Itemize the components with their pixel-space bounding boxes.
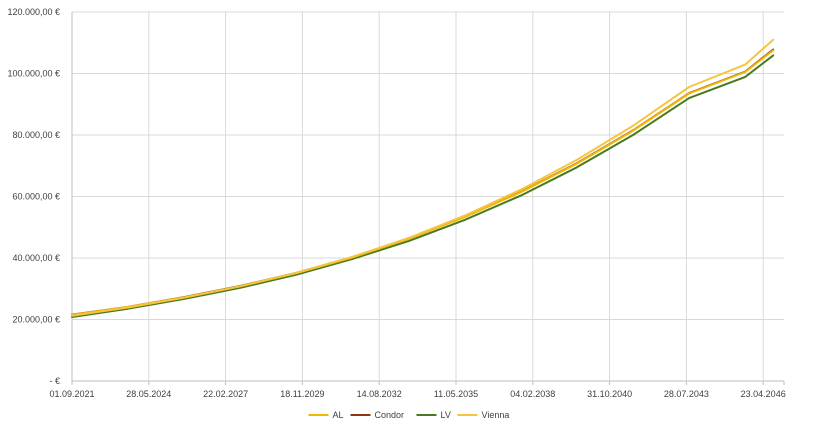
series-line-condor (71, 48, 775, 316)
x-tick-label: 23.04.2046 (741, 389, 786, 399)
y-tick-label: - € (49, 376, 60, 386)
series-line-vienna (71, 38, 775, 317)
legend-label-vienna: Vienna (482, 410, 510, 420)
legend-label-condor: Condor (375, 410, 405, 420)
y-tick-label: 40.000,00 € (12, 253, 60, 263)
x-tick-label: 22.02.2027 (203, 389, 248, 399)
x-tick-label: 31.10.2040 (587, 389, 632, 399)
x-tick-label: 14.08.2032 (357, 389, 402, 399)
x-tick-label: 01.09.2021 (49, 389, 94, 399)
y-tick-label: 20.000,00 € (12, 315, 60, 325)
x-tick-label: 28.05.2024 (126, 389, 171, 399)
series-line-al (71, 49, 775, 316)
y-tick-label: 60.000,00 € (12, 192, 60, 202)
x-tick-label: 18.11.2029 (280, 389, 324, 399)
legend-label-lv: LV (441, 410, 451, 420)
x-tick-label: 04.02.2038 (510, 389, 555, 399)
x-tick-label: 28.07.2043 (664, 389, 709, 399)
y-tick-label: 100.000,00 € (7, 69, 60, 79)
legend-label-al: AL (333, 410, 344, 420)
y-tick-label: 80.000,00 € (12, 130, 60, 140)
y-tick-label: 120.000,00 € (7, 7, 60, 17)
series-line-lv (71, 54, 775, 318)
x-tick-label: 11.05.2035 (434, 389, 478, 399)
